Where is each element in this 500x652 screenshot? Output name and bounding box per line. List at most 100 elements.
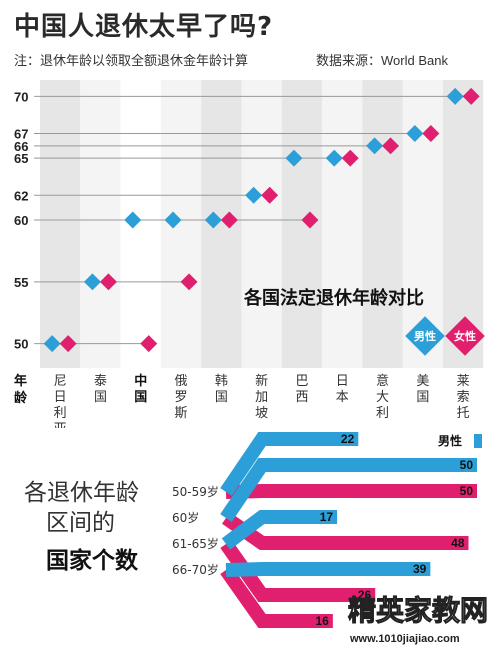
female-point [180,273,198,291]
x-tick-label: 国 [134,390,147,405]
x-tick-label: 中 [134,373,147,389]
category-column [362,80,403,368]
female-bar [265,536,469,550]
x-tick-label: 加 [255,390,268,405]
x-tick-label: 西 [295,390,308,405]
x-tick-label: 利 [54,406,67,421]
x-tick-label: 斯 [175,406,188,421]
age-range-label: 61-65岁 [172,536,219,551]
bar-chart-title-line: 区间的 [46,510,115,536]
x-tick-label: 罗 [175,390,188,405]
x-tick-label: 巴 [295,374,308,389]
y-tick-label: 67 [14,126,28,141]
y-tick-label: 66 [14,139,28,154]
x-tick-label: 日 [54,390,67,405]
y-axis-label-char: 年 [14,373,27,389]
male-legend-label: 男性 [414,329,436,343]
bar-legend-label: 男性 [438,433,462,448]
category-column [322,80,363,368]
male-point [245,186,263,204]
bar-chart-title-line: 各退休年龄 [24,480,139,506]
y-tick-label: 70 [14,89,28,104]
category-column [80,80,121,368]
y-tick-label: 65 [14,151,28,166]
watermark-url: www.1010jiajiao.com [349,633,460,645]
x-tick-label: 坡 [255,406,268,421]
female-legend-label: 女性 [454,329,476,343]
female-bar [265,614,333,628]
x-tick-label: 俄 [175,374,188,389]
male-ribbon [220,458,268,522]
category-column [241,80,282,368]
male-point [83,273,101,291]
category-column [120,80,161,368]
x-tick-label: 新 [255,373,268,389]
female-point [261,186,279,204]
retirement-age-dot-chart: 5055606265666770年龄尼日利亚泰国中国俄罗斯韩国新加坡巴西日本意大… [14,80,485,428]
y-tick-label: 62 [14,188,28,203]
female-bar [265,484,477,498]
category-column [281,80,323,368]
age-range-label: 60岁 [172,510,199,525]
bar-value-label: 48 [451,536,465,550]
y-tick-label: 55 [14,275,28,290]
male-point [204,211,222,229]
bar-value-label: 39 [413,562,427,576]
bar-chart-title-line: 国家个数 [46,547,139,574]
female-ribbon [220,565,268,628]
male-bar [265,458,477,472]
bar-value-label: 50 [460,458,474,472]
female-bar [265,588,376,602]
data-source: 数据来源：World Bank [316,50,448,69]
x-tick-label: 托 [457,406,470,421]
x-tick-label: 国 [215,390,228,405]
male-bar [265,510,338,524]
female-ribbon [220,539,268,602]
male-point [285,149,303,167]
category-column [40,80,81,368]
x-tick-label: 索 [457,390,470,405]
x-tick-label: 本 [336,390,349,405]
bar-value-label: 17 [320,510,334,524]
female-point [220,211,238,229]
male-bar [265,562,431,576]
male-ribbon [220,432,268,496]
source-value: World Bank [381,53,448,68]
x-tick-label: 美 [416,374,429,389]
bar-value-label: 26 [358,588,372,602]
bar-value-label: 22 [341,432,355,446]
x-tick-label: 国 [94,390,107,405]
category-column [201,80,242,368]
female-point [301,211,319,229]
y-tick-label: 50 [14,337,28,352]
age-range-label: 50-59岁 [172,484,219,499]
female-point [341,149,359,167]
chart-note: 注：退休年龄以领取全额退休金年龄计算 [14,54,249,69]
x-tick-label: 国 [416,390,429,405]
dot-chart-subtitle: 各国法定退休年龄对比 [243,287,424,309]
bar-value-label: 16 [315,614,329,628]
male-ribbon [225,562,265,577]
watermark-title: 精英家教网 [348,594,488,627]
x-tick-label: 意 [376,373,389,389]
female-point [140,335,158,353]
x-tick-label: 亚 [54,422,67,428]
female-point [99,273,117,291]
bar-value-label: 50 [460,484,474,498]
category-column [160,80,202,368]
x-tick-label: 利 [376,406,389,421]
x-tick-label: 尼 [54,374,67,389]
male-point [325,149,343,167]
y-axis-label-char: 龄 [14,390,28,406]
x-tick-label: 泰 [94,374,107,389]
male-bar [265,432,359,446]
page-title: 中国人退休太早了吗? [14,12,274,42]
x-tick-label: 莱 [457,374,470,389]
x-tick-label: 日 [336,374,349,389]
age-range-label: 66-70岁 [172,562,219,577]
y-tick-label: 60 [14,213,28,228]
x-tick-label: 大 [376,390,389,405]
source-label: 数据来源： [316,54,382,69]
male-ribbon [221,510,267,550]
